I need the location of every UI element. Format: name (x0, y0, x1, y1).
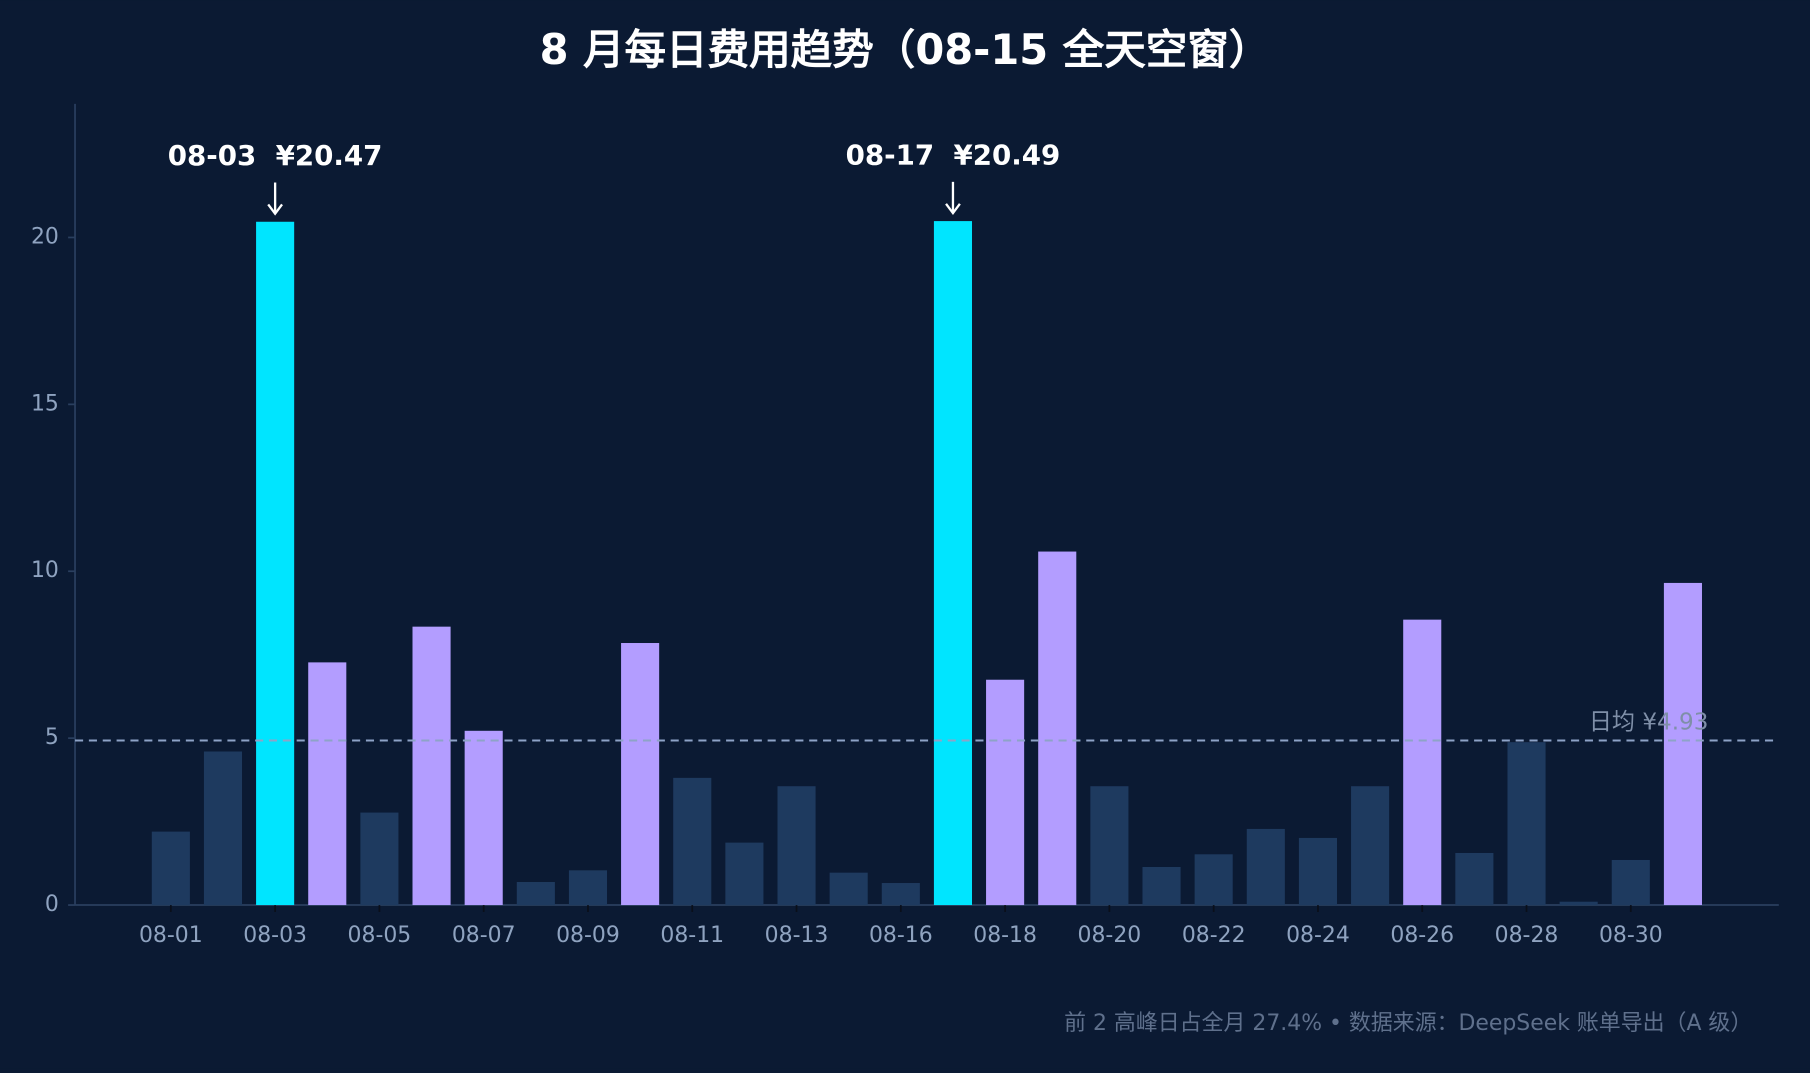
bar (464, 730, 503, 906)
bar (151, 831, 190, 906)
annotation-arrowhead (945, 203, 961, 215)
mean-label: 日均 ¥4.93 (1589, 710, 1709, 736)
bar (1559, 901, 1598, 906)
y-tick-label: 10 (31, 558, 59, 583)
bar (1038, 551, 1077, 906)
bar (256, 221, 295, 906)
x-tick-label: 08-24 (1286, 923, 1350, 948)
bar (673, 777, 712, 906)
x-tick-label: 08-03 (243, 923, 307, 948)
annotation: 08-03 ¥20.47 (168, 139, 383, 172)
x-tick-label: 08-01 (139, 923, 203, 948)
bar (881, 883, 920, 906)
bar (777, 786, 816, 906)
bar (568, 870, 608, 906)
bar (1611, 859, 1650, 906)
bar (1142, 866, 1181, 906)
y-tick-label: 5 (45, 725, 59, 750)
bar (621, 643, 660, 906)
x-tick-label: 08-20 (1078, 923, 1142, 948)
bar (725, 842, 764, 906)
bar (308, 662, 347, 906)
x-tick-label: 08-18 (973, 923, 1037, 948)
y-tick-label: 15 (31, 391, 59, 416)
chart-title: 8 月每日费用趋势（08-15 全天空窗） (540, 25, 1271, 74)
x-tick-label: 08-05 (348, 923, 412, 948)
bar (829, 872, 868, 906)
bar (933, 221, 973, 906)
annotation-arrowhead (267, 203, 283, 216)
bar (412, 626, 451, 906)
x-tick-label: 08-07 (452, 923, 516, 948)
x-tick-label: 08-13 (765, 923, 829, 948)
y-tick-label: 20 (31, 224, 59, 249)
footer: 前 2 高峰日占全月 27.4% • 数据来源：DeepSeek 账单导出（A … (1064, 1011, 1752, 1036)
bar (203, 751, 243, 906)
x-tick-label: 08-22 (1182, 923, 1246, 948)
bar (1351, 786, 1390, 906)
bar (1194, 854, 1233, 906)
bar (1663, 582, 1702, 906)
bar (1455, 852, 1494, 906)
annotation: 08-17 ¥20.49 (846, 138, 1061, 171)
y-tick-label: 0 (45, 892, 59, 917)
bar (516, 882, 555, 906)
bar (1507, 742, 1546, 906)
x-tick-label: 08-09 (556, 923, 620, 948)
bar (360, 812, 399, 906)
x-tick-label: 08-30 (1599, 923, 1663, 948)
bar (1090, 786, 1129, 906)
x-tick-label: 08-28 (1495, 923, 1559, 948)
bar (1246, 828, 1285, 906)
x-tick-label: 08-11 (660, 923, 724, 948)
x-tick-label: 08-26 (1390, 923, 1454, 948)
bar (986, 679, 1025, 906)
x-tick-label: 08-16 (869, 923, 933, 948)
bar (1298, 837, 1337, 906)
bar (1403, 619, 1442, 906)
